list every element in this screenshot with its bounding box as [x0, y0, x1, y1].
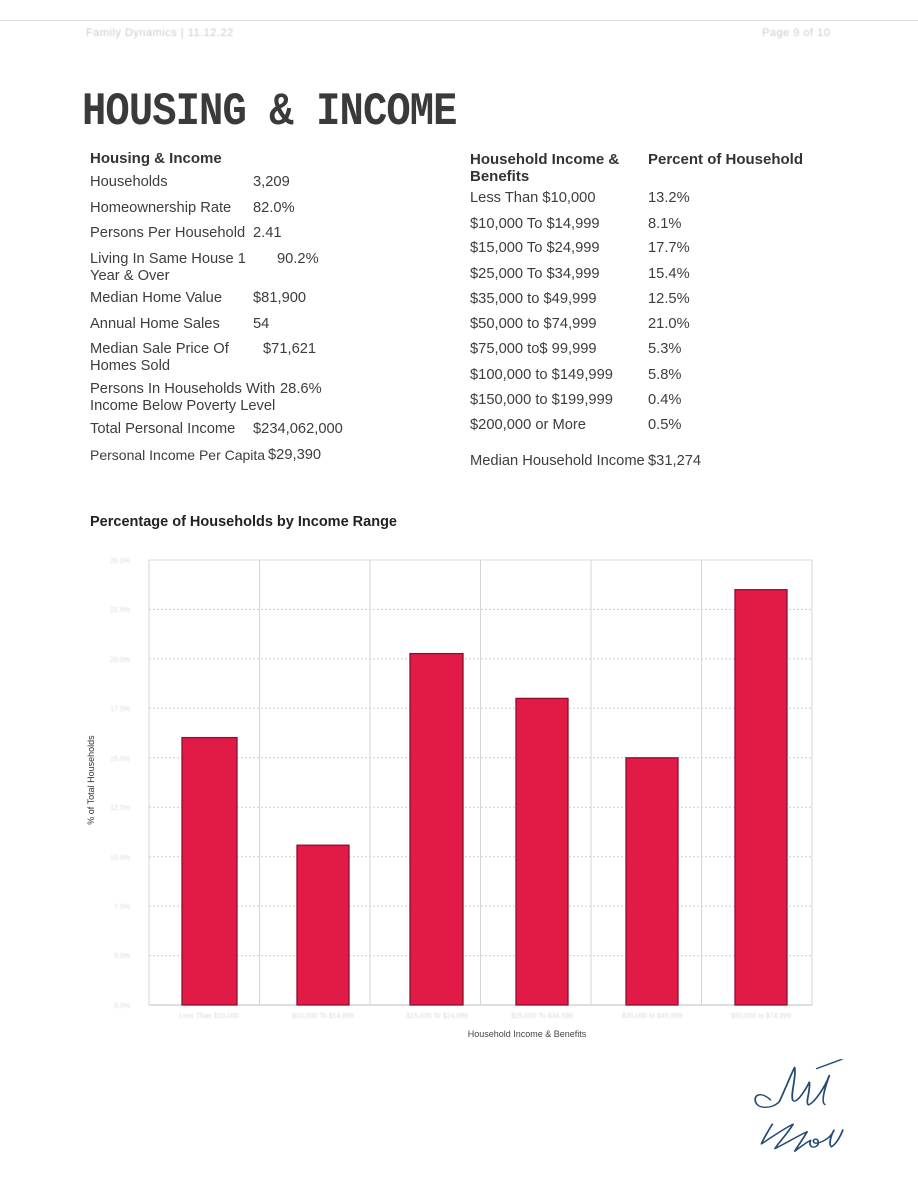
- svg-text:25.0%: 25.0%: [110, 558, 130, 565]
- svg-text:0.0%: 0.0%: [114, 1003, 130, 1010]
- svg-text:20.0%: 20.0%: [110, 657, 130, 664]
- svg-text:15.0%: 15.0%: [110, 756, 130, 763]
- svg-text:5.0%: 5.0%: [114, 953, 130, 960]
- svg-text:% of Total Households: % of Total Households: [86, 735, 96, 825]
- svg-text:12.5%: 12.5%: [110, 805, 130, 812]
- svg-text:Household Income & Benefits: Household Income & Benefits: [468, 1029, 587, 1039]
- svg-text:$15,000 To $24,999: $15,000 To $24,999: [406, 1013, 468, 1020]
- svg-text:Less Than $10,000: Less Than $10,000: [179, 1013, 239, 1020]
- svg-text:7.5%: 7.5%: [114, 904, 130, 911]
- svg-text:$25,000 To $34,999: $25,000 To $34,999: [511, 1013, 573, 1020]
- svg-text:22.5%: 22.5%: [110, 607, 130, 614]
- svg-text:10.0%: 10.0%: [110, 855, 130, 862]
- svg-text:$35,000 to $49,999: $35,000 to $49,999: [622, 1013, 682, 1020]
- svg-text:$10,000 To $14,999: $10,000 To $14,999: [292, 1013, 354, 1020]
- svg-text:17.5%: 17.5%: [110, 706, 130, 713]
- svg-text:$50,000 to $74,999: $50,000 to $74,999: [731, 1013, 791, 1020]
